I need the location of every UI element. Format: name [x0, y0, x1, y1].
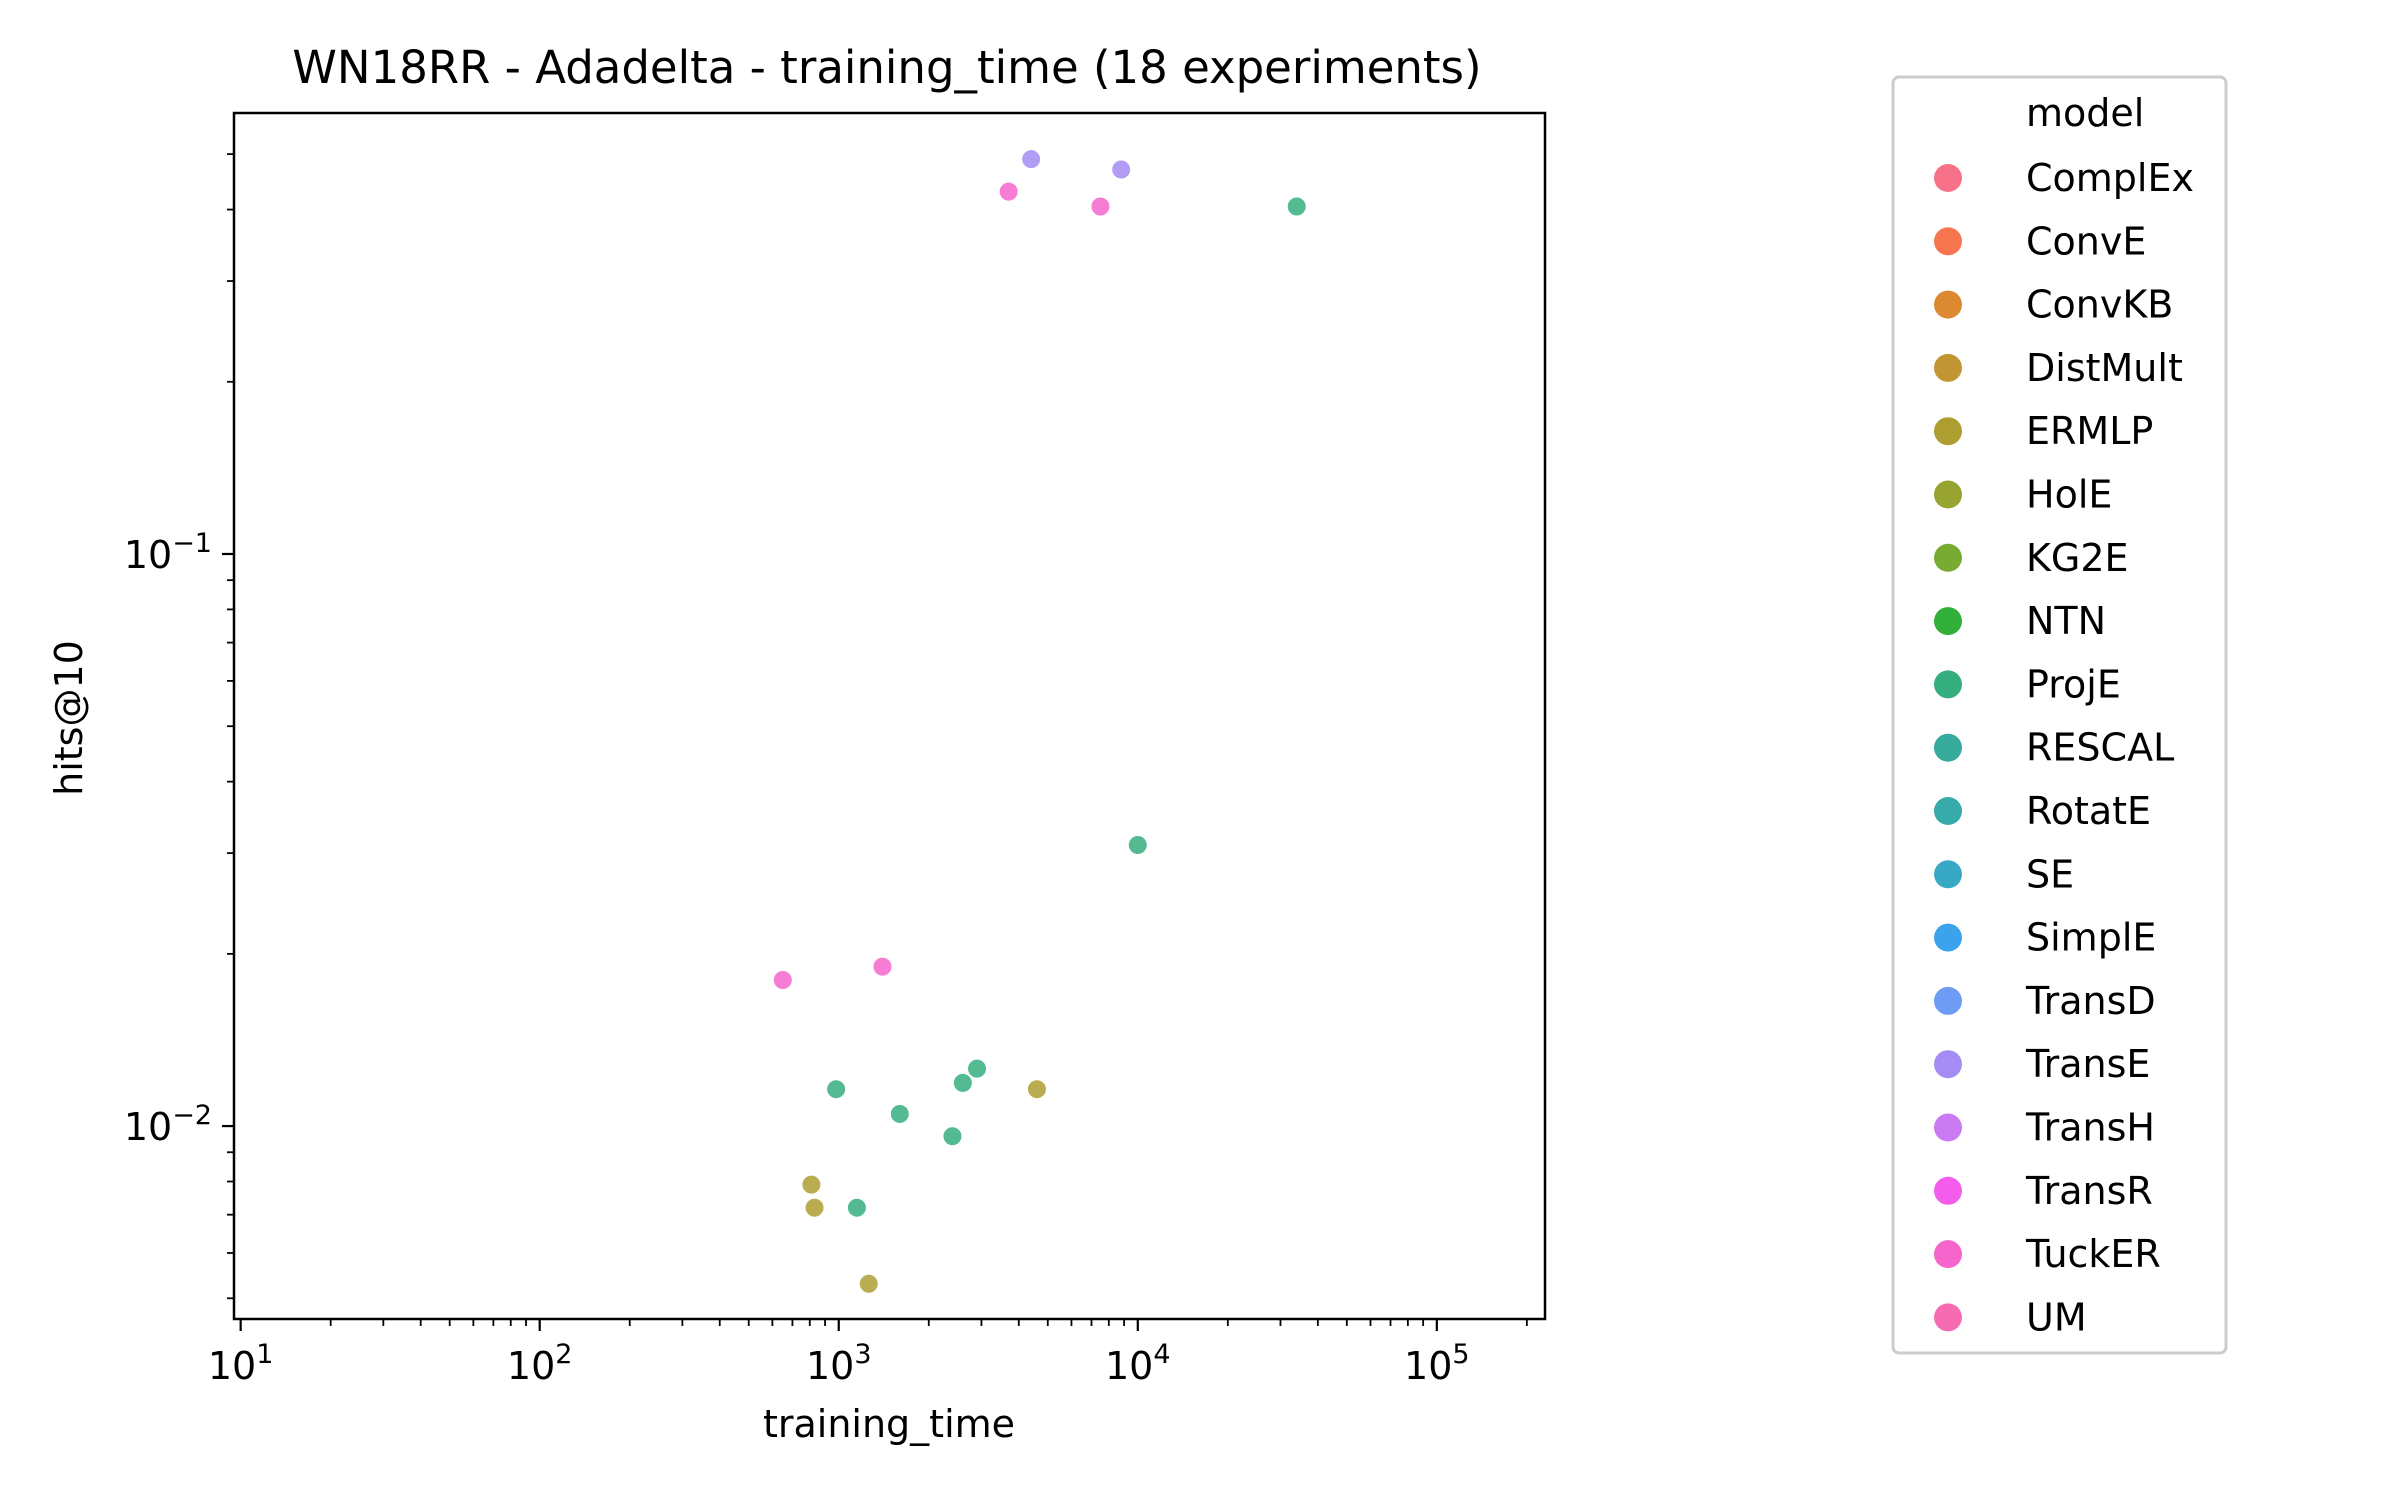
legend-label: TuckER	[2025, 1232, 2161, 1276]
legend-marker	[1934, 733, 1962, 762]
data-point-ermlp	[803, 1196, 826, 1219]
legend-marker	[1934, 417, 1962, 446]
legend-label: ProjE	[2026, 662, 2121, 706]
legend-marker	[1934, 1303, 1962, 1332]
data-point-tucker	[997, 180, 1020, 203]
legend-label: SimplE	[2026, 916, 2156, 960]
legend-label: ERMLP	[2026, 409, 2153, 453]
y-axis-label: hits@10	[47, 640, 91, 796]
legend-label: HolE	[2026, 473, 2112, 517]
legend-marker	[1934, 797, 1962, 825]
x-tick-label: 105	[1404, 1339, 1470, 1388]
data-point-proje	[888, 1102, 911, 1125]
legend-marker	[1934, 1050, 1962, 1079]
x-tick-label: 104	[1105, 1339, 1171, 1388]
legend-marker	[1934, 1176, 1962, 1205]
legend-marker	[1934, 227, 1962, 256]
x-tick-label: 103	[806, 1339, 872, 1388]
data-point-tucker	[771, 969, 794, 992]
data-point-tucker	[1089, 195, 1112, 218]
legend-marker	[1934, 543, 1962, 572]
legend-marker	[1934, 923, 1962, 952]
legend-label: KG2E	[2026, 536, 2129, 580]
data-point-transe	[1110, 158, 1133, 181]
legend-marker	[1934, 1240, 1962, 1269]
legend-label: RotatE	[2026, 789, 2151, 833]
y-axis-ticks: 10−1 10−2	[124, 528, 234, 1149]
legend-label: NTN	[2026, 599, 2106, 643]
legend-marker	[1934, 860, 1962, 889]
data-point-proje	[1126, 833, 1149, 856]
legend-label: ConvKB	[2026, 283, 2173, 327]
legend-marker	[1934, 607, 1962, 636]
legend: model ComplEx ConvE ConvKB DistMult ERMLP Hol…	[1891, 75, 2228, 1355]
legend-marker	[1934, 164, 1962, 192]
legend-marker	[1934, 353, 1962, 382]
legend-title: model	[2026, 91, 2144, 135]
legend-marker	[1934, 1113, 1962, 1142]
data-point-tucker	[871, 955, 894, 978]
x-tick-label: 102	[507, 1339, 573, 1388]
data-point-proje	[941, 1125, 964, 1148]
minor-ticks	[227, 153, 1528, 1326]
data-point-proje	[845, 1196, 868, 1219]
data-point-proje	[966, 1057, 989, 1080]
plot-frame	[232, 111, 1547, 1321]
y-tick-label: 10−1	[124, 528, 212, 577]
y-tick-label: 10−2	[124, 1100, 212, 1149]
legend-box	[1891, 75, 2228, 1355]
legend-label: TransD	[2025, 979, 2156, 1023]
legend-label: TransH	[2025, 1106, 2155, 1150]
legend-label: TransR	[2025, 1169, 2153, 1213]
data-point-proje	[825, 1078, 848, 1101]
data-point-proje	[951, 1071, 974, 1094]
data-point-ermlp	[857, 1272, 880, 1295]
chart-title: WN18RR - Adadelta - training_time (18 ex…	[292, 41, 1481, 94]
legend-label: RESCAL	[2026, 726, 2174, 770]
x-tick-label: 101	[208, 1339, 274, 1388]
data-point-transe	[1020, 148, 1043, 171]
data-point-ermlp	[1025, 1078, 1048, 1101]
x-axis-ticks: 101 102 103 104 105	[208, 1319, 1470, 1388]
data-points	[771, 148, 1308, 1295]
legend-label: UM	[2026, 1295, 2087, 1339]
legend-marker	[1934, 670, 1962, 699]
legend-marker	[1934, 986, 1962, 1015]
legend-label: ComplEx	[2026, 156, 2194, 200]
legend-marker	[1934, 290, 1962, 319]
legend-label: TransE	[2025, 1042, 2150, 1086]
legend-items: ComplEx ConvE ConvKB DistMult ERMLP HolE KG2E N…	[1934, 156, 2194, 1339]
data-point-ermlp	[800, 1173, 823, 1196]
x-axis-label: training_time	[763, 1402, 1015, 1446]
legend-marker	[1934, 480, 1962, 509]
legend-label: ConvE	[2026, 219, 2146, 263]
legend-label: DistMult	[2026, 346, 2183, 390]
data-point-proje	[1285, 195, 1308, 218]
legend-label: SE	[2026, 852, 2074, 896]
